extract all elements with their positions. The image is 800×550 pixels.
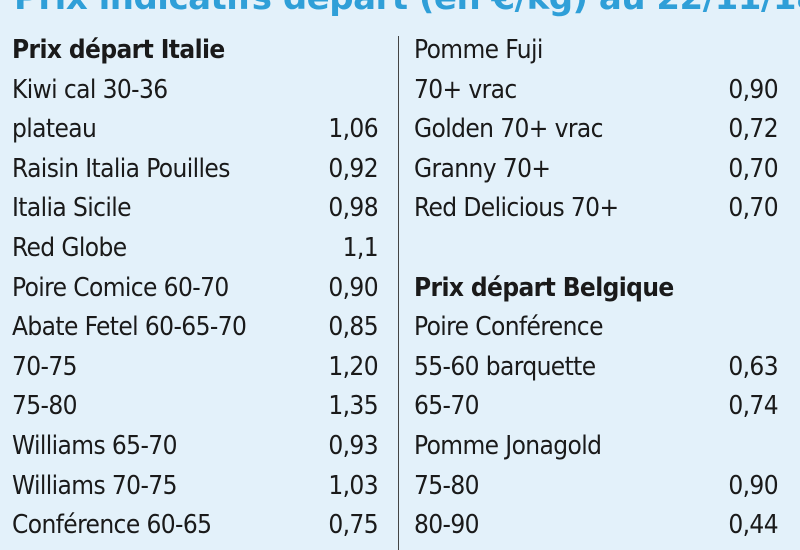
- price-row: Kiwi cal 30-36: [12, 70, 378, 110]
- product-label: 75-80: [12, 391, 78, 422]
- price-value: 0,74: [728, 391, 778, 422]
- price-value: 1,06: [328, 114, 378, 145]
- price-row: Red Globe 1,1: [12, 228, 379, 268]
- product-label: Pomme Fuji: [414, 35, 543, 65]
- price-value: 1,20: [328, 351, 378, 382]
- product-label: 65-70: [414, 391, 480, 422]
- product-label: 70-75: [12, 351, 78, 382]
- product-label: Conférence 60-65: [12, 510, 212, 541]
- product-label: Italia Sicile: [12, 193, 132, 224]
- product-label: Pomme Jonagold: [414, 431, 602, 461]
- product-label: Poire Conférence: [414, 312, 603, 343]
- price-row: 70-75 1,20: [12, 347, 379, 387]
- price-row: Red Delicious 70+ 0,70: [414, 188, 779, 228]
- price-value: 1,03: [328, 470, 378, 501]
- product-label: Red Globe: [12, 233, 127, 263]
- price-row: Abate Fetel 60-65-70 0,85: [12, 307, 379, 347]
- price-row: 75-80 0,90: [414, 466, 779, 506]
- product-label: Golden 70+ vrac: [414, 114, 603, 145]
- price-row: plateau 1,06: [12, 109, 379, 149]
- price-row: Golden 70+ vrac 0,72: [414, 109, 779, 149]
- price-row: 80-90 0,44: [414, 505, 779, 545]
- column-separator: [398, 36, 399, 550]
- price-value: 1,35: [328, 391, 378, 422]
- price-row: Granny 70+ 0,70: [414, 149, 779, 189]
- price-value: 0,90: [728, 470, 778, 501]
- product-label: Granny 70+: [414, 153, 551, 184]
- price-value: 0,85: [328, 312, 378, 343]
- product-label: Williams 70-75: [12, 470, 177, 501]
- price-value: 0,90: [728, 74, 778, 105]
- price-value: 0,44: [728, 510, 778, 541]
- price-row: Pomme Fuji: [414, 30, 778, 70]
- product-label: 70+ vrac: [414, 74, 517, 105]
- price-row: 55-60 barquette 0,63: [414, 347, 779, 387]
- product-label: plateau: [12, 114, 97, 145]
- price-value: 0,93: [328, 431, 378, 461]
- product-label: Red Delicious 70+: [414, 193, 619, 224]
- product-label: 55-60 barquette: [414, 351, 596, 382]
- title: Prix indicatifs départ (en €/kg) au 22/1…: [14, 0, 800, 18]
- section-heading: Prix départ Belgique: [414, 272, 674, 303]
- price-row: Poire Comice 60-70 0,90: [12, 268, 379, 308]
- price-row: Italia Sicile 0,98: [12, 188, 379, 228]
- product-label: Williams 65-70: [12, 431, 177, 461]
- product-label: Kiwi cal 30-36: [12, 74, 168, 105]
- price-row: Poire Conférence: [414, 307, 778, 347]
- price-value: 0,98: [328, 193, 378, 224]
- price-value: 0,92: [328, 153, 378, 184]
- section-heading: Prix départ Italie: [12, 35, 225, 65]
- price-value: 0,70: [728, 153, 778, 184]
- price-row: 70+ vrac 0,90: [414, 70, 779, 110]
- price-value: 0,75: [328, 510, 378, 541]
- price-value: 1,1: [342, 233, 379, 263]
- price-row: 65-70 0,74: [414, 386, 779, 426]
- price-row: Williams 65-70 0,93: [12, 426, 379, 466]
- product-label: Abate Fetel 60-65-70: [12, 312, 247, 343]
- price-value: 0,72: [728, 114, 778, 145]
- price-row: Conférence 60-65 0,75: [12, 505, 379, 545]
- price-row: Raisin Italia Pouilles 0,92: [12, 149, 379, 189]
- price-row: 75-80 1,35: [12, 386, 379, 426]
- product-label: Raisin Italia Pouilles: [12, 153, 230, 184]
- product-label: Poire Comice 60-70: [12, 272, 229, 303]
- product-label: 75-80: [414, 470, 480, 501]
- price-row: Williams 70-75 1,03: [12, 466, 379, 506]
- price-value: 0,70: [728, 193, 778, 224]
- price-value: 0,63: [728, 351, 778, 382]
- price-row: Pomme Jonagold: [414, 426, 778, 466]
- product-label: 80-90: [414, 510, 480, 541]
- price-value: 0,90: [328, 272, 378, 303]
